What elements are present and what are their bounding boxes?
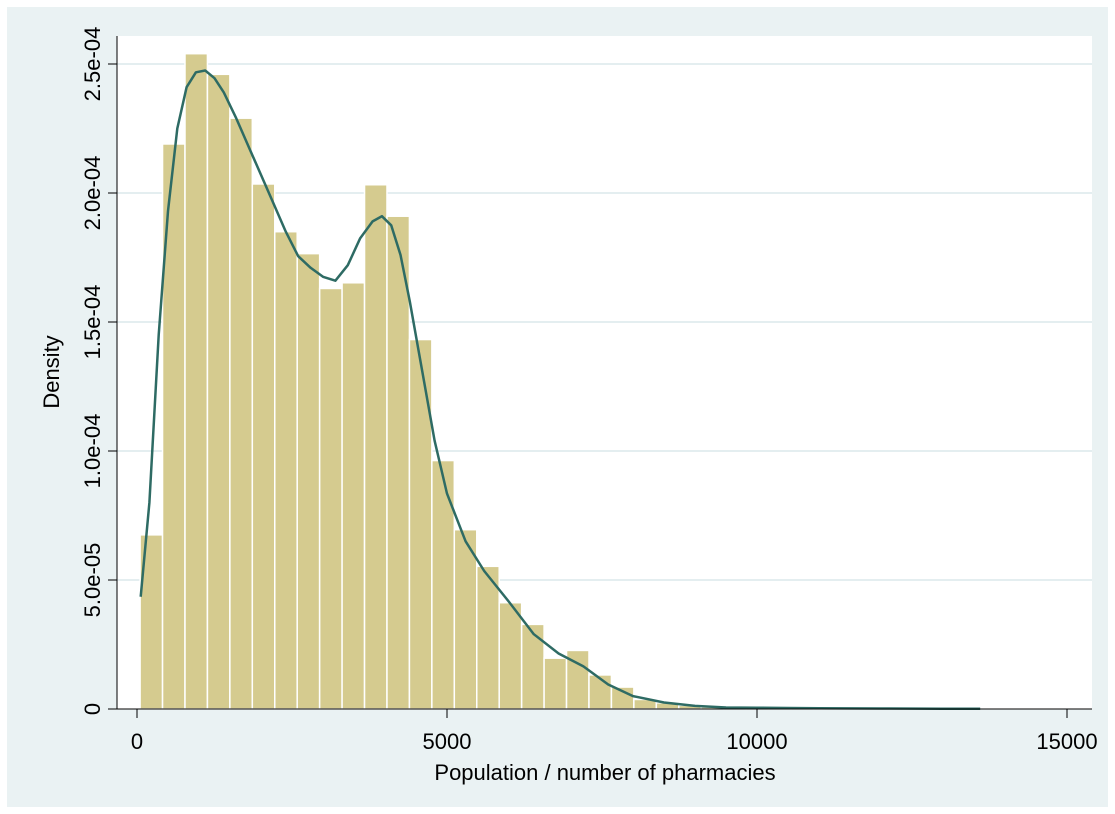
histogram-bar (498, 601, 523, 710)
y-ticks: 0 5.0e-05 1.0e-04 1.5e-04 2.0e-04 2.5e-04 (80, 27, 117, 715)
y-tick-label: 0 (80, 703, 105, 715)
histogram-bar (251, 183, 276, 710)
histogram-bar (476, 565, 500, 710)
histogram-bar (363, 183, 388, 710)
y-axis-title: Density (39, 335, 64, 408)
histogram-bar (184, 52, 209, 710)
histogram-bar (296, 252, 321, 710)
histogram-bar (318, 287, 343, 710)
histogram-bar (520, 623, 545, 710)
x-ticks: 0 5000 10000 15000 (131, 709, 1098, 754)
histogram-bar (229, 117, 254, 710)
y-tick-label: 5.0e-05 (80, 543, 105, 618)
y-tick-label: 1.0e-04 (80, 414, 105, 489)
y-tick-label: 2.0e-04 (80, 156, 105, 231)
histogram-bar (206, 73, 231, 710)
x-tick-label: 0 (131, 729, 143, 754)
histogram-bar (274, 230, 298, 710)
density-line (139, 69, 981, 710)
x-tick-label: 5000 (423, 729, 472, 754)
histogram-bar (543, 657, 568, 710)
x-axis-title: Population / number of pharmacies (434, 760, 775, 785)
density-curve (139, 69, 981, 710)
y-tick-label: 1.5e-04 (80, 285, 105, 360)
histogram-bar (453, 528, 478, 710)
histogram-bar (341, 282, 366, 710)
x-tick-label: 15000 (1036, 729, 1097, 754)
x-tick-label: 10000 (726, 729, 787, 754)
histogram-bar (386, 215, 411, 710)
histogram-bar (408, 338, 433, 710)
y-tick-label: 2.5e-04 (80, 27, 105, 102)
axes (116, 36, 1092, 710)
histogram-bar (431, 459, 456, 710)
